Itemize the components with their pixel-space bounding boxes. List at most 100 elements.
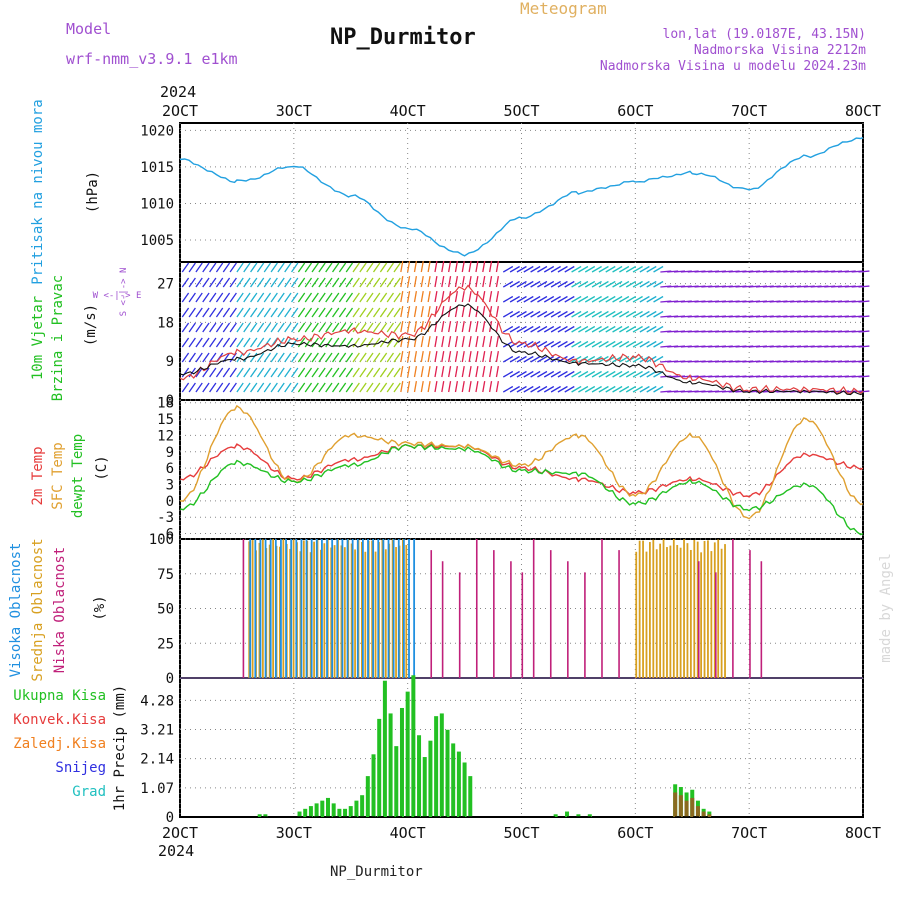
wind-barb xyxy=(202,262,210,273)
wind-barb xyxy=(338,322,347,333)
y-tick-label: 100 xyxy=(149,532,174,548)
wind-barb xyxy=(441,291,445,303)
wind-barb xyxy=(646,340,657,348)
wind-barb xyxy=(461,321,465,333)
precip-bar-total xyxy=(411,675,416,817)
wind-barb xyxy=(619,370,630,378)
wind-barb xyxy=(372,382,381,393)
x-tick-top: 8OCT xyxy=(845,102,881,120)
precip-bar-total xyxy=(456,751,461,817)
cloud-bar-mid xyxy=(700,552,703,678)
precip-bar-total xyxy=(565,811,570,817)
wind-barb xyxy=(502,355,514,363)
wind-barb xyxy=(379,367,388,378)
wind-speed-line xyxy=(179,303,864,396)
wind-barb xyxy=(277,292,285,303)
x-tick-bottom: 5OCT xyxy=(503,824,539,842)
wind-barb xyxy=(584,385,596,393)
wind-barb xyxy=(653,295,664,303)
wind-barb xyxy=(188,277,196,288)
cloud-bar-mid xyxy=(384,549,387,678)
cloud-bar-high xyxy=(295,539,298,678)
wind-barb xyxy=(523,310,534,318)
wind-barb xyxy=(427,276,431,288)
wind-barb xyxy=(488,366,493,378)
precip-bar-total xyxy=(422,757,427,817)
wind-barb xyxy=(188,307,196,318)
y-tick-label: 1015 xyxy=(140,160,174,176)
wind-barb xyxy=(372,337,381,348)
wind-barb xyxy=(632,340,643,348)
cloud-bar-mid xyxy=(710,551,713,678)
wind-barb xyxy=(646,325,657,333)
x-tick-bottom: 2OCT xyxy=(162,824,198,842)
cloud-bar-mid xyxy=(343,547,346,678)
wind-barb xyxy=(632,265,643,273)
wind-barb xyxy=(345,322,354,333)
wind-barb xyxy=(591,340,602,348)
elevation-label: Nadmorska Visina 2212m xyxy=(694,43,866,58)
wind-barb xyxy=(222,292,231,303)
wind-barb xyxy=(325,307,333,318)
precip-bar-total xyxy=(308,806,313,817)
precip-bar-total xyxy=(382,680,387,817)
wind-barb xyxy=(345,382,354,393)
wind-barb xyxy=(571,295,582,303)
wind-barb xyxy=(195,292,203,303)
cloud-bar-high xyxy=(408,539,410,678)
precip-bar-total xyxy=(297,811,302,817)
wind-barb xyxy=(858,375,870,378)
cloud-bar-high xyxy=(351,539,354,678)
wind-barb xyxy=(413,276,418,288)
wind-barb xyxy=(448,261,452,273)
wind-barb xyxy=(482,306,486,318)
cloud-bar-mid xyxy=(340,545,343,678)
wind-barb xyxy=(578,385,589,393)
wind-barb xyxy=(270,352,278,363)
cloud-bar-mid xyxy=(662,539,665,678)
wind-barb xyxy=(619,310,630,318)
wind-barb xyxy=(605,325,616,333)
wind-barb xyxy=(202,352,210,363)
wind-barb xyxy=(270,367,278,378)
y-tick-label: -6 xyxy=(157,527,174,543)
wind-barb xyxy=(475,336,479,348)
wind-barb xyxy=(461,261,465,273)
footer-station: NP_Durmitor xyxy=(330,864,423,880)
wind-barb xyxy=(311,262,319,273)
wind-barb xyxy=(222,307,231,318)
wind-barb xyxy=(564,310,575,318)
wind-barb xyxy=(379,382,388,393)
wind-barb xyxy=(263,277,272,288)
wind-barb xyxy=(311,322,319,333)
precip-bar-total xyxy=(325,797,330,817)
wind-barb xyxy=(475,351,479,363)
wind-barb xyxy=(605,385,616,393)
wind-barb xyxy=(400,381,404,393)
wind-barb xyxy=(461,366,465,378)
wind-barb xyxy=(407,261,411,273)
x-tick-top: 4OCT xyxy=(390,102,426,120)
wind-barb xyxy=(537,265,548,273)
cloud-bar-high xyxy=(254,539,257,678)
wind-barb xyxy=(537,325,548,333)
wind-barb xyxy=(393,367,401,378)
cloud-bar-high xyxy=(280,539,282,678)
wind-barb xyxy=(475,381,479,393)
cloud-bar-low xyxy=(715,572,717,678)
wind-barb xyxy=(345,352,354,363)
y-tick-label: -3 xyxy=(157,510,174,526)
wind-barb xyxy=(557,340,568,348)
cloud-bar-mid xyxy=(391,539,394,678)
cloud-bar-low xyxy=(242,539,245,678)
cloud-bar-low xyxy=(458,572,461,678)
temp-line-tsfc xyxy=(179,404,864,520)
wind-barb xyxy=(338,367,347,378)
wind-barb xyxy=(605,340,616,348)
wind-barb xyxy=(393,307,401,318)
cloud-bar-low xyxy=(732,539,734,678)
cloud-bar-mid xyxy=(261,539,264,678)
wind-barb xyxy=(454,381,459,393)
wind-barb xyxy=(591,385,602,393)
wind-barb xyxy=(502,370,514,378)
